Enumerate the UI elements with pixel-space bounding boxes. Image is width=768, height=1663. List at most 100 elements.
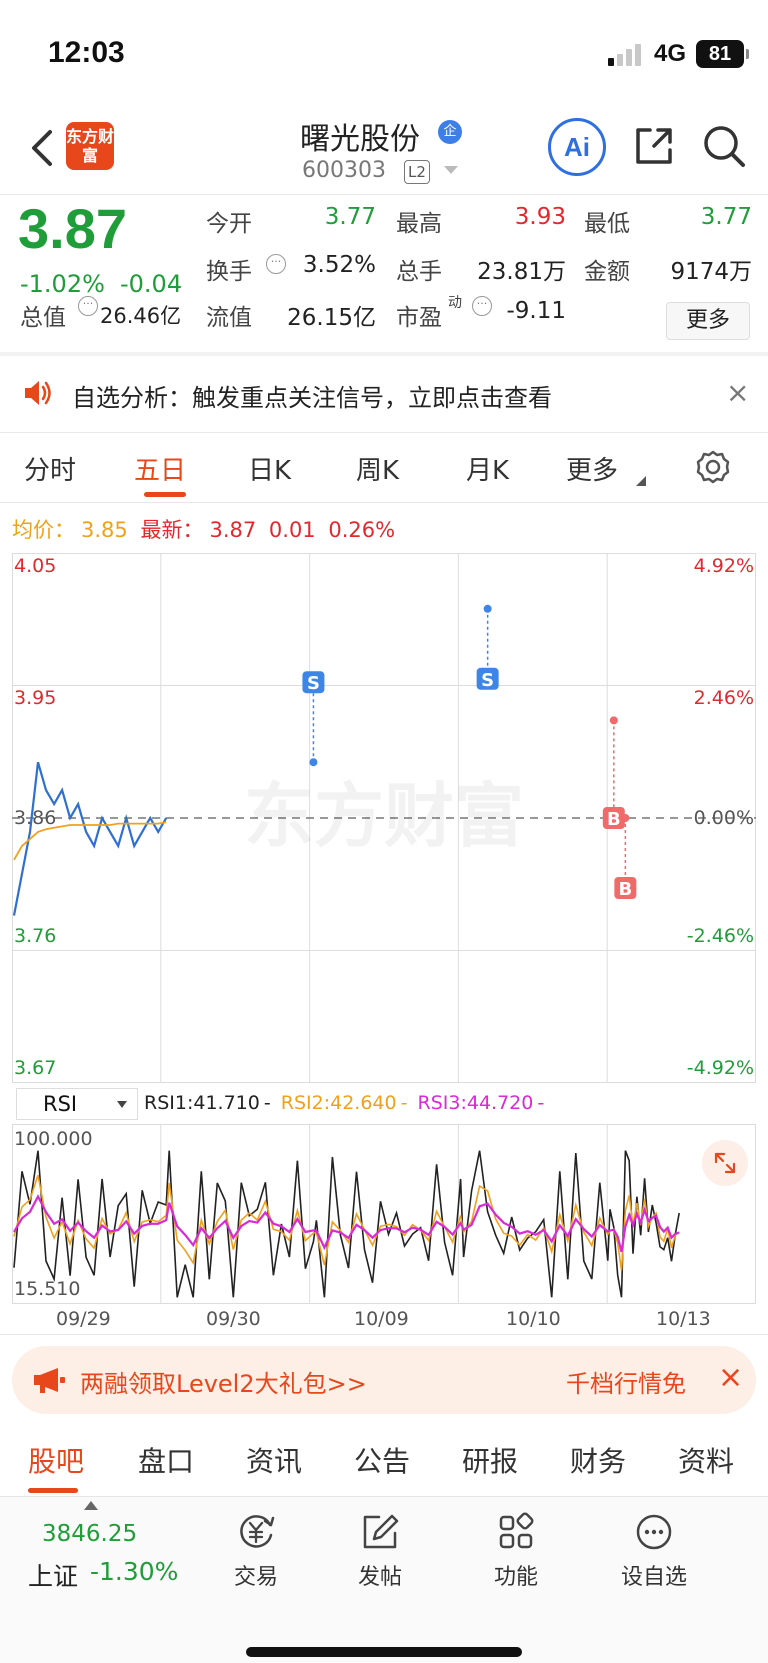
- tab-announcements[interactable]: 公告: [354, 1445, 411, 1478]
- rsi-chart-svg: [12, 1124, 756, 1304]
- price-line: [12, 761, 168, 916]
- trade-marker-badge: [602, 807, 625, 829]
- more-quote-button[interactable]: 更多: [666, 302, 750, 340]
- index-change[interactable]: -1.30%: [90, 1557, 179, 1586]
- indicator-select[interactable]: RSI: [16, 1088, 138, 1120]
- tab-daily-k[interactable]: 日K: [248, 456, 292, 486]
- low-value: 3.77: [700, 204, 752, 230]
- tab-monthly-k[interactable]: 月K: [466, 456, 510, 486]
- tab-more[interactable]: 更多: [566, 456, 619, 486]
- triangle-icon: [636, 476, 646, 486]
- trade-marker-label: S: [481, 670, 494, 691]
- quote-panel: 3.87 -1.02% -0.04 今开 3.77 最高 3.93 最低 3.7…: [0, 196, 768, 346]
- chart-watermark: 东方财富: [244, 775, 524, 857]
- y-label-right: -2.46%: [686, 925, 754, 947]
- divider: [0, 502, 768, 503]
- info-icon[interactable]: ···: [472, 296, 492, 316]
- y-label-right: 0.00%: [693, 807, 754, 829]
- back-icon[interactable]: [24, 124, 64, 172]
- trade-button[interactable]: 交易: [206, 1511, 306, 1591]
- expand-icon[interactable]: [702, 1140, 748, 1186]
- tab-finance[interactable]: 财务: [570, 1445, 627, 1478]
- dock-label: 功能: [493, 1565, 538, 1590]
- rsi1-value: RSI1:41.710: [144, 1092, 260, 1114]
- megaphone-icon: [34, 1368, 65, 1393]
- ai-assistant-button[interactable]: Ai: [548, 118, 606, 176]
- tab-research[interactable]: 研报: [462, 1445, 519, 1478]
- status-bar: 12:03 4G 81: [0, 0, 768, 110]
- signal-icon: [608, 44, 644, 66]
- avg-price-line: [13, 821, 167, 861]
- header: 东方财富 曙光股份 企 600303 L2 Ai: [0, 110, 768, 194]
- trade-marker-dot: [621, 814, 630, 822]
- price-chart-svg: 东方财富 S S B B: [12, 553, 756, 1083]
- divider: [0, 194, 768, 195]
- index-value[interactable]: 3846.25: [42, 1521, 138, 1547]
- index-name[interactable]: 上证: [28, 1562, 79, 1591]
- turnover-label: 换手: [206, 259, 252, 285]
- share-icon[interactable]: [630, 122, 678, 170]
- active-tab-indicator: [144, 492, 186, 497]
- y-label-left: 3.86: [14, 807, 57, 829]
- analysis-notice[interactable]: 自选分析：触发重点关注信号，立即点击查看 ×: [0, 356, 768, 432]
- chevron-down-icon[interactable]: [444, 166, 458, 174]
- rsi2-line: [13, 1174, 680, 1271]
- tab-weekly-k[interactable]: 周K: [356, 456, 400, 486]
- change-percent: -1.02%: [20, 270, 105, 298]
- current-price: 3.87: [18, 197, 127, 260]
- pe-label: 市盈: [396, 305, 442, 331]
- trade-marker-badge: [614, 877, 637, 899]
- trade-marker-badge: [302, 671, 325, 694]
- divider: [0, 352, 768, 356]
- bottom-dock: 3846.25 上证 -1.30% 交易 发帖 功能 设自选: [0, 1496, 768, 1663]
- level2-promo-banner[interactable]: 两融领取Level2大礼包>> 千档行情免 ×: [12, 1346, 756, 1414]
- amount-label: 金额: [584, 259, 630, 285]
- trade-marker-label: S: [307, 673, 320, 694]
- add-watchlist-button[interactable]: 设自选: [604, 1511, 704, 1591]
- five-day-chart[interactable]: 东方财富 S S B B 4.05 3.95 3.86 3.76 3.67 4.92% …: [12, 553, 756, 1083]
- yuan-cycle-icon: [240, 1515, 275, 1548]
- close-icon[interactable]: ×: [718, 1360, 744, 1395]
- info-icon[interactable]: ···: [266, 254, 286, 274]
- post-button[interactable]: 发帖: [330, 1511, 430, 1591]
- chevron-up-icon[interactable]: [84, 1501, 98, 1510]
- float-cap-value: 26.15亿: [287, 305, 376, 331]
- trade-marker-dot: [483, 604, 492, 613]
- tab-intraday[interactable]: 分时: [24, 456, 77, 486]
- gear-icon[interactable]: [694, 448, 732, 486]
- high-value: 3.93: [514, 204, 566, 230]
- search-icon[interactable]: [700, 122, 748, 170]
- trade-marker-dot: [609, 716, 618, 725]
- tab-order-book[interactable]: 盘口: [138, 1445, 195, 1478]
- tab-guba[interactable]: 股吧: [28, 1445, 85, 1478]
- battery-icon: 81: [696, 40, 749, 68]
- tab-five-day[interactable]: 五日: [134, 456, 187, 486]
- latest-diff: 0.01: [268, 518, 316, 542]
- indicator-label: RSI: [43, 1092, 78, 1116]
- more-dots-icon: [636, 1514, 672, 1550]
- enterprise-badge-icon: 企: [438, 120, 462, 144]
- float-cap-label: 流值: [206, 305, 252, 331]
- stock-code[interactable]: 600303: [302, 158, 386, 183]
- date-label: 10/10: [506, 1308, 561, 1330]
- functions-button[interactable]: 功能: [466, 1511, 566, 1591]
- dock-label: 发帖: [357, 1565, 402, 1590]
- avg-value: 3.85: [81, 518, 128, 542]
- y-label-left: 3.76: [14, 925, 57, 947]
- trade-marker-label: B: [607, 809, 621, 830]
- open-value: 3.77: [324, 204, 376, 230]
- rsi-y-top: 100.000: [14, 1128, 93, 1150]
- date-label: 10/13: [656, 1308, 711, 1330]
- tab-news[interactable]: 资讯: [246, 1445, 303, 1478]
- trade-marker-badge: [476, 667, 499, 690]
- network-type: 4G: [654, 40, 687, 67]
- amount-value: 9174万: [670, 259, 752, 285]
- grid-icon: [499, 1512, 534, 1549]
- tab-profile[interactable]: 资料: [678, 1445, 735, 1478]
- info-icon[interactable]: ···: [78, 296, 98, 316]
- rsi-chart[interactable]: 100.000 15.510: [12, 1124, 756, 1304]
- low-label: 最低: [584, 211, 630, 237]
- trade-marker-dot: [309, 758, 318, 767]
- close-icon[interactable]: ×: [726, 376, 750, 409]
- rsi3-line: [13, 1194, 680, 1253]
